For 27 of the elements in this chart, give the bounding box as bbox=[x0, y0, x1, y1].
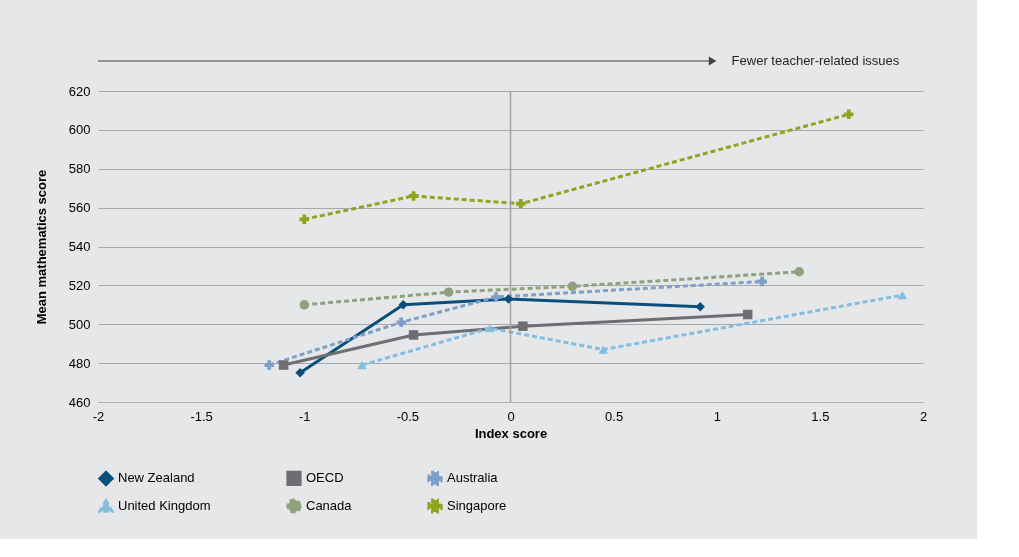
y-tick-label: 480 bbox=[68, 355, 91, 371]
x-tick-label: 0.5 bbox=[605, 408, 624, 424]
y-tick-label: 600 bbox=[68, 122, 91, 138]
x-tick-label: 0 bbox=[507, 408, 515, 424]
legend-label: Canada bbox=[306, 498, 353, 513]
legend-label: New Zealand bbox=[118, 470, 195, 486]
x-tick-label: -1.5 bbox=[190, 408, 213, 424]
x-tick-label: 1.5 bbox=[811, 408, 830, 424]
legend-label: United Kingdom bbox=[118, 498, 211, 513]
y-tick-label: 620 bbox=[68, 83, 91, 99]
x-tick-label: -1 bbox=[298, 408, 311, 424]
legend-label: Singapore bbox=[447, 498, 507, 513]
y-tick-label: 580 bbox=[68, 161, 91, 177]
y-tick-label: 460 bbox=[68, 394, 91, 410]
y-tick-label: 520 bbox=[68, 277, 91, 293]
x-tick-label: 1 bbox=[713, 408, 721, 424]
text: Fewer teacher-related issues bbox=[731, 53, 900, 68]
x-tick-label: 2 bbox=[919, 408, 928, 424]
x-axis-title: Index score bbox=[474, 425, 548, 441]
legend-label: OECD bbox=[306, 470, 344, 486]
x-tick-label: -2 bbox=[92, 408, 105, 424]
y-tick-label: 560 bbox=[68, 200, 91, 216]
y-tick-label: 500 bbox=[68, 316, 91, 332]
legend-label: Australia bbox=[447, 470, 499, 486]
x-tick-label: -0.5 bbox=[396, 408, 420, 424]
y-tick-label: 540 bbox=[68, 239, 91, 254]
y-axis-title: Mean mathematics score bbox=[33, 169, 49, 325]
